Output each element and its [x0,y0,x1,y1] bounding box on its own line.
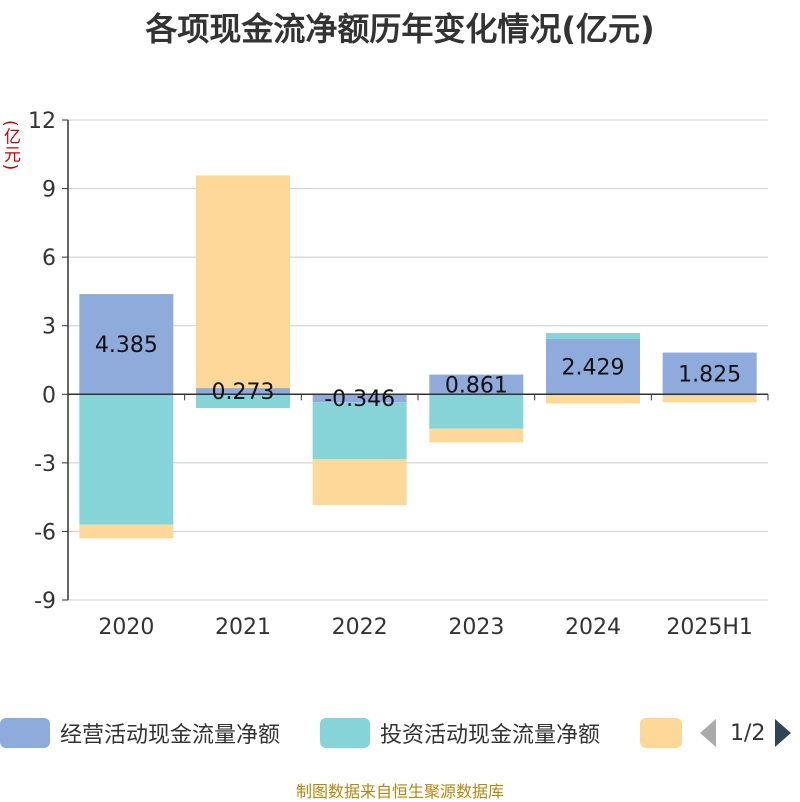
triangle-left-icon[interactable] [700,719,716,747]
y-tick-label: -9 [34,589,56,614]
y-tick-label: 3 [42,315,56,340]
y-tick-label: 9 [42,178,56,203]
cash-flow-chart: 12 9 6 3 0 -3 -6 -9 2020 2021 2022 2023 2024 2025H1 4.… [28,109,769,640]
legend-pager: 1/2 [700,713,792,753]
bar-financing [79,524,174,539]
data-label: 2.429 [562,356,625,381]
bar-financing [196,175,290,389]
bar-operating [546,338,640,395]
bar-operating [79,294,174,395]
data-label: 0.273 [212,380,275,405]
y-axis-unit: (亿元) [0,120,20,172]
legend-label-investing: 投资活动现金流量净额 [380,723,601,748]
bar-financing [546,394,640,404]
bar-investing [79,394,174,525]
bar-investing [429,394,524,429]
legend-swatch-investing [320,718,370,748]
y-tick-label: 6 [42,246,56,271]
legend: 经营活动现金流量净额 投资活动现金流量净额 1/2 [0,713,800,753]
legend-item-investing[interactable]: 投资活动现金流量净额 [320,713,600,753]
legend-label-operating: 经营活动现金流量净额 [60,723,281,748]
legend-page-indicator: 1/2 [730,720,766,746]
bar-investing [196,394,290,408]
x-tick-label: 2022 [332,615,388,640]
data-label: 1.825 [678,362,741,387]
bar-financing [662,395,757,403]
bar-financing [312,459,407,506]
data-label: 4.385 [95,333,158,358]
data-label: -0.346 [324,387,395,412]
bar-financing [429,428,524,443]
data-source-note: 制图数据来自恒生聚源数据库 [295,782,504,801]
legend-item-operating[interactable]: 经营活动现金流量净额 [0,713,280,753]
triangle-right-icon[interactable] [775,719,792,747]
x-tick-label: 2025H1 [666,615,753,640]
y-tick-label: -3 [34,452,56,477]
legend-swatch-financing [640,718,682,748]
y-tick-label: 12 [28,109,56,134]
data-label: 0.861 [445,373,508,398]
x-tick-label: 2023 [448,615,504,640]
bar-investing [546,333,640,339]
bar-operating [429,374,524,395]
bar-operating [312,394,407,403]
bar-operating [662,352,757,395]
x-tick-label: 2021 [215,615,271,640]
y-tick-label: -6 [34,520,56,545]
legend-item-financing[interactable] [640,713,682,753]
y-tick-label: 0 [42,383,56,408]
x-tick-label: 2020 [98,615,154,640]
bar-investing [312,402,407,460]
chart-title: 各项现金流净额历年变化情况(亿元) [145,10,655,48]
legend-swatch-operating [0,718,50,748]
bar-operating [196,388,290,395]
x-tick-label: 2024 [565,615,621,640]
